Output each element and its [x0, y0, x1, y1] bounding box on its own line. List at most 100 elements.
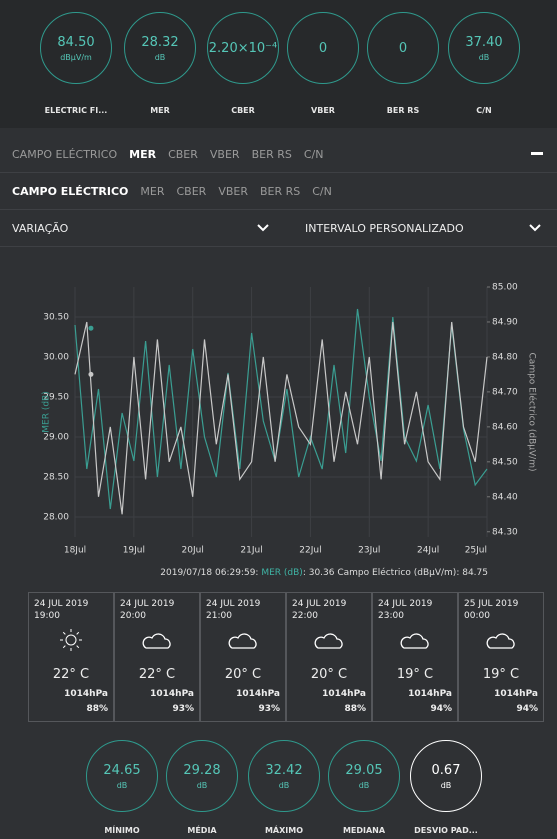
y2-tick-label: 84.70	[492, 387, 518, 397]
y2-axis-title: Campo Eléctrico (dBµV/m)	[527, 353, 538, 472]
pressure: 1014hPa	[236, 689, 280, 699]
date: 24 JUL 2019	[120, 599, 175, 609]
date: 24 JUL 2019	[34, 599, 89, 609]
series-line	[74, 308, 488, 510]
tab[interactable]: C/N	[312, 184, 332, 198]
date: 25 JUL 2019	[464, 599, 519, 609]
time: 20:00	[120, 611, 146, 621]
stat-unit: dB	[116, 780, 128, 790]
gauge-label: ELECTRIC FI...	[44, 106, 108, 115]
y2-tick-label: 84.40	[492, 492, 518, 502]
weather-icon	[142, 633, 171, 649]
tab[interactable]: MER	[129, 147, 157, 161]
temperature: 22° C	[138, 667, 176, 682]
tab-bar: CAMPO ELÉCTRICO MER CBER VBER BER RS C/N	[0, 173, 557, 210]
y-tick-label: 30.00	[43, 353, 69, 363]
humidity: 93%	[172, 704, 194, 714]
time: 00:00	[464, 611, 490, 621]
x-tick-label: 20Jul	[182, 546, 204, 556]
value: 84.75	[462, 568, 488, 578]
stat-unit: dB	[278, 780, 290, 790]
stat-label: MÍNIMO	[104, 826, 140, 835]
tab[interactable]: BER RS	[251, 147, 292, 161]
x-tick-label: 22Jul	[299, 546, 321, 556]
tab[interactable]: CAMPO ELÉCTRICO	[12, 147, 118, 161]
tab[interactable]: CAMPO ELÉCTRICO	[12, 184, 129, 198]
pressure: 1014hPa	[322, 689, 366, 699]
pressure: 1014hPa	[64, 689, 108, 699]
stat-unit: dB	[196, 780, 208, 790]
humidity: 88%	[86, 704, 108, 714]
gauge-label: C/N	[476, 106, 492, 115]
tab[interactable]: BER RS	[259, 184, 301, 198]
stat-label: DESVIO PAD...	[414, 826, 478, 835]
tab[interactable]: VBER	[209, 147, 240, 161]
gauge-label: CBER	[231, 106, 255, 115]
gauge: 0	[367, 12, 439, 84]
collapse-button[interactable]	[531, 152, 543, 155]
x-tick-label: 21Jul	[240, 546, 262, 556]
gauge-value: 0	[318, 40, 328, 56]
series-name: Campo Eléctrico (dBµV/m)	[337, 568, 457, 578]
gauge-label: BER RS	[386, 106, 420, 115]
chevron	[529, 224, 541, 232]
gauge-value: 37.40	[465, 34, 503, 50]
gauge-label: MER	[150, 106, 170, 115]
y-tick-label: 29.50	[43, 393, 69, 403]
date: 24 JUL 2019	[378, 599, 433, 609]
x-tick-label: 23Jul	[358, 546, 380, 556]
gauge-value: 84.50	[57, 34, 95, 50]
gauge-unit: dBµV/m	[60, 52, 92, 62]
weather-icon	[60, 629, 82, 651]
gauge: 2.20×10⁻⁴	[207, 12, 279, 84]
stat-gauge[interactable]: 29.05 dB	[328, 740, 400, 812]
stat-gauge[interactable]: 29.28 dB	[166, 740, 238, 812]
stat-gauge[interactable]: 0.67 dB	[410, 740, 482, 812]
gauge-unit: dB	[154, 52, 166, 62]
stat-value: 24.65	[103, 762, 141, 778]
weather-card: 24 JUL 2019 22:00 20° C 1014hPa 88%	[286, 592, 372, 722]
y2-tick-label: 84.50	[492, 457, 518, 467]
stat-gauge[interactable]: 24.65 dB	[86, 740, 158, 812]
series-line	[74, 321, 488, 515]
weather-icon	[400, 633, 429, 649]
stat-value: 32.42	[265, 762, 303, 778]
value: 30.36	[308, 568, 335, 578]
gauge-value: 2.20×10⁻⁴	[208, 40, 278, 56]
time: 21:00	[206, 611, 232, 621]
date: 24 JUL 2019	[206, 599, 261, 609]
hover-dot	[88, 325, 94, 331]
tab[interactable]: CBER	[176, 184, 207, 198]
stat-value: 29.28	[183, 762, 221, 778]
chevron	[257, 224, 269, 232]
hover-dot	[88, 371, 94, 377]
weather-card: 25 JUL 2019 00:00 19° C 1014hPa 94%	[458, 592, 544, 722]
date: 24 JUL 2019	[292, 599, 347, 609]
temperature: 20° C	[310, 667, 348, 682]
y2-tick-label: 84.60	[492, 422, 518, 432]
y-tick-label: 30.50	[43, 313, 69, 323]
dropdown[interactable]: VARIAÇÃO	[12, 222, 69, 235]
stat-gauge[interactable]: 32.42 dB	[248, 740, 320, 812]
temperature: 22° C	[52, 667, 90, 682]
weather-icon	[314, 633, 343, 649]
weather-card: 24 JUL 2019 23:00 19° C 1014hPa 94%	[372, 592, 458, 722]
tab[interactable]: C/N	[303, 147, 324, 161]
tab[interactable]: CBER	[168, 147, 198, 161]
y-axis-title: MER (dB)	[42, 391, 52, 432]
gauge: 0	[287, 12, 359, 84]
stat-unit: dB	[358, 780, 370, 790]
x-tick-label: 19Jul	[123, 546, 145, 556]
stat-unit: dB	[440, 780, 452, 790]
humidity: 94%	[516, 704, 538, 714]
tab[interactable]: VBER	[218, 184, 248, 198]
pressure: 1014hPa	[494, 689, 538, 699]
stat-label: MÁXIMO	[264, 826, 304, 835]
tab[interactable]: MER	[140, 184, 165, 198]
dropdown[interactable]: INTERVALO PERSONALIZADO	[305, 222, 464, 235]
gauge-unit: dB	[478, 52, 490, 62]
temperature: 19° C	[396, 667, 434, 682]
gauge-value: 0	[398, 40, 408, 56]
x-tick-label: 25Jul	[465, 546, 487, 556]
